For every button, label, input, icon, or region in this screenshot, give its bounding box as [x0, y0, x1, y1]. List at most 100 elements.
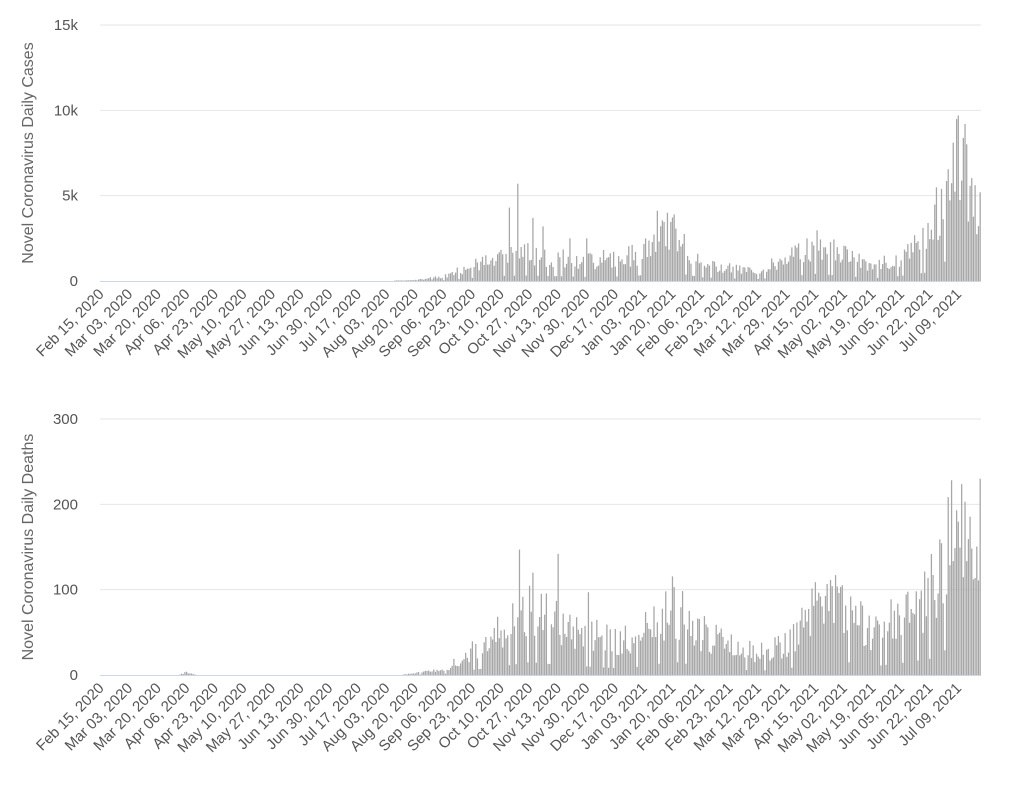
bar [522, 596, 524, 675]
bar [614, 628, 616, 675]
bar [606, 257, 608, 281]
bar [515, 250, 517, 281]
bar [576, 256, 578, 281]
bar [545, 593, 548, 675]
bars [179, 478, 981, 675]
bar [834, 575, 837, 675]
bar [428, 670, 430, 675]
bar [966, 144, 968, 281]
bar [930, 229, 933, 281]
bar [924, 571, 926, 675]
bar [700, 651, 702, 675]
bar [655, 636, 657, 675]
bar [856, 261, 859, 281]
bar [752, 272, 754, 281]
bar [839, 262, 842, 281]
bar [409, 673, 411, 675]
bar [463, 659, 465, 675]
bar [439, 670, 442, 675]
bar [898, 615, 901, 675]
bar [555, 276, 558, 281]
bar [744, 267, 746, 281]
bar [811, 241, 813, 281]
bar [908, 258, 911, 281]
bar [717, 634, 719, 675]
bar [498, 638, 500, 675]
bar [789, 629, 791, 675]
bar [732, 655, 734, 675]
bar [836, 586, 838, 675]
bar [184, 672, 186, 675]
bar [814, 582, 817, 675]
bar [772, 262, 774, 281]
bar [535, 662, 537, 675]
bar [515, 664, 517, 675]
bar [527, 662, 529, 675]
bar [655, 251, 657, 281]
bar [937, 593, 939, 675]
bar [453, 658, 455, 675]
bar [576, 617, 578, 675]
bar [954, 191, 956, 281]
bar [586, 238, 588, 281]
bar [577, 629, 579, 675]
bar [930, 553, 933, 675]
bar [560, 645, 563, 675]
bar [811, 588, 813, 675]
bar [530, 259, 532, 281]
bar [925, 616, 927, 675]
bar [656, 622, 658, 675]
bar [717, 271, 719, 281]
bar [961, 484, 963, 675]
bar [888, 269, 890, 281]
bar [180, 673, 183, 675]
bar [611, 267, 613, 281]
bar [599, 636, 601, 675]
bar [799, 620, 801, 675]
bar [663, 640, 665, 675]
bar [831, 275, 833, 281]
bar [597, 637, 600, 675]
bar [426, 670, 428, 675]
bar [525, 636, 527, 675]
bar [749, 640, 751, 675]
bar [557, 553, 559, 675]
bar [833, 622, 835, 675]
bar [766, 271, 768, 281]
bar [444, 673, 447, 675]
bar [976, 234, 978, 281]
bar [685, 274, 687, 281]
bar [411, 673, 413, 675]
bar [528, 260, 531, 281]
bar [789, 255, 791, 281]
bar [421, 672, 423, 675]
bar [700, 262, 702, 281]
bar [454, 272, 457, 281]
bar [722, 636, 724, 675]
bar [520, 247, 522, 281]
bar [660, 226, 662, 281]
bar [945, 594, 948, 675]
bar [735, 264, 737, 281]
bar [604, 650, 606, 675]
bar [890, 599, 892, 675]
bar [419, 279, 421, 281]
bar [876, 620, 879, 675]
bar [495, 261, 497, 281]
bar [747, 267, 749, 281]
bar [407, 673, 410, 675]
bar [693, 645, 695, 675]
bar [562, 613, 564, 675]
bar [607, 257, 610, 281]
bar [587, 592, 590, 675]
bar [517, 617, 519, 675]
bar [794, 245, 796, 281]
bar [559, 634, 561, 675]
bar [893, 610, 896, 675]
bar [838, 253, 840, 281]
bar [834, 260, 837, 281]
bar [732, 266, 734, 281]
bar [784, 633, 786, 675]
bar [406, 674, 408, 675]
